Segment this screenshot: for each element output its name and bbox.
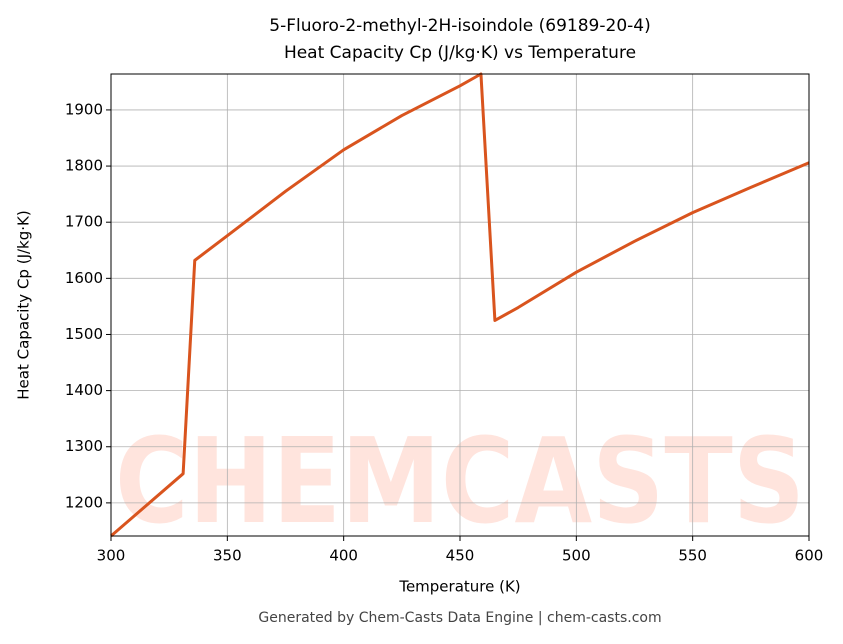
- x-axis-label: Temperature (K): [398, 578, 520, 596]
- x-tick-label: 500: [562, 547, 591, 565]
- y-tick-label: 1600: [65, 269, 103, 287]
- y-tick-label: 1900: [65, 100, 103, 118]
- chart-title: 5-Fluoro-2-methyl-2H-isoindole (69189-20…: [269, 16, 650, 36]
- data-line: [110, 72, 810, 538]
- y-axis-label: Heat Capacity Cp (J/kg·K): [15, 210, 33, 399]
- x-tick-label: 350: [213, 547, 242, 565]
- x-tick-label: 550: [678, 547, 707, 565]
- x-tick-label: 600: [795, 547, 824, 565]
- y-tick-label: 1500: [65, 325, 103, 343]
- x-tick-label: 400: [329, 547, 358, 565]
- x-tick-label: 450: [446, 547, 475, 565]
- footer: Generated by Chem-Casts Data Engine | ch…: [258, 610, 661, 626]
- y-tick-label: 1300: [65, 437, 103, 455]
- plot-frame: [110, 73, 810, 537]
- y-tick-label: 1200: [65, 493, 103, 511]
- y-tick-label: 1400: [65, 381, 103, 399]
- chart-subtitle: Heat Capacity Cp (J/kg·K) vs Temperature: [284, 43, 636, 63]
- x-tick-label: 300: [97, 547, 126, 565]
- y-tick-label: 1800: [65, 157, 103, 175]
- y-tick-label: 1700: [65, 213, 103, 231]
